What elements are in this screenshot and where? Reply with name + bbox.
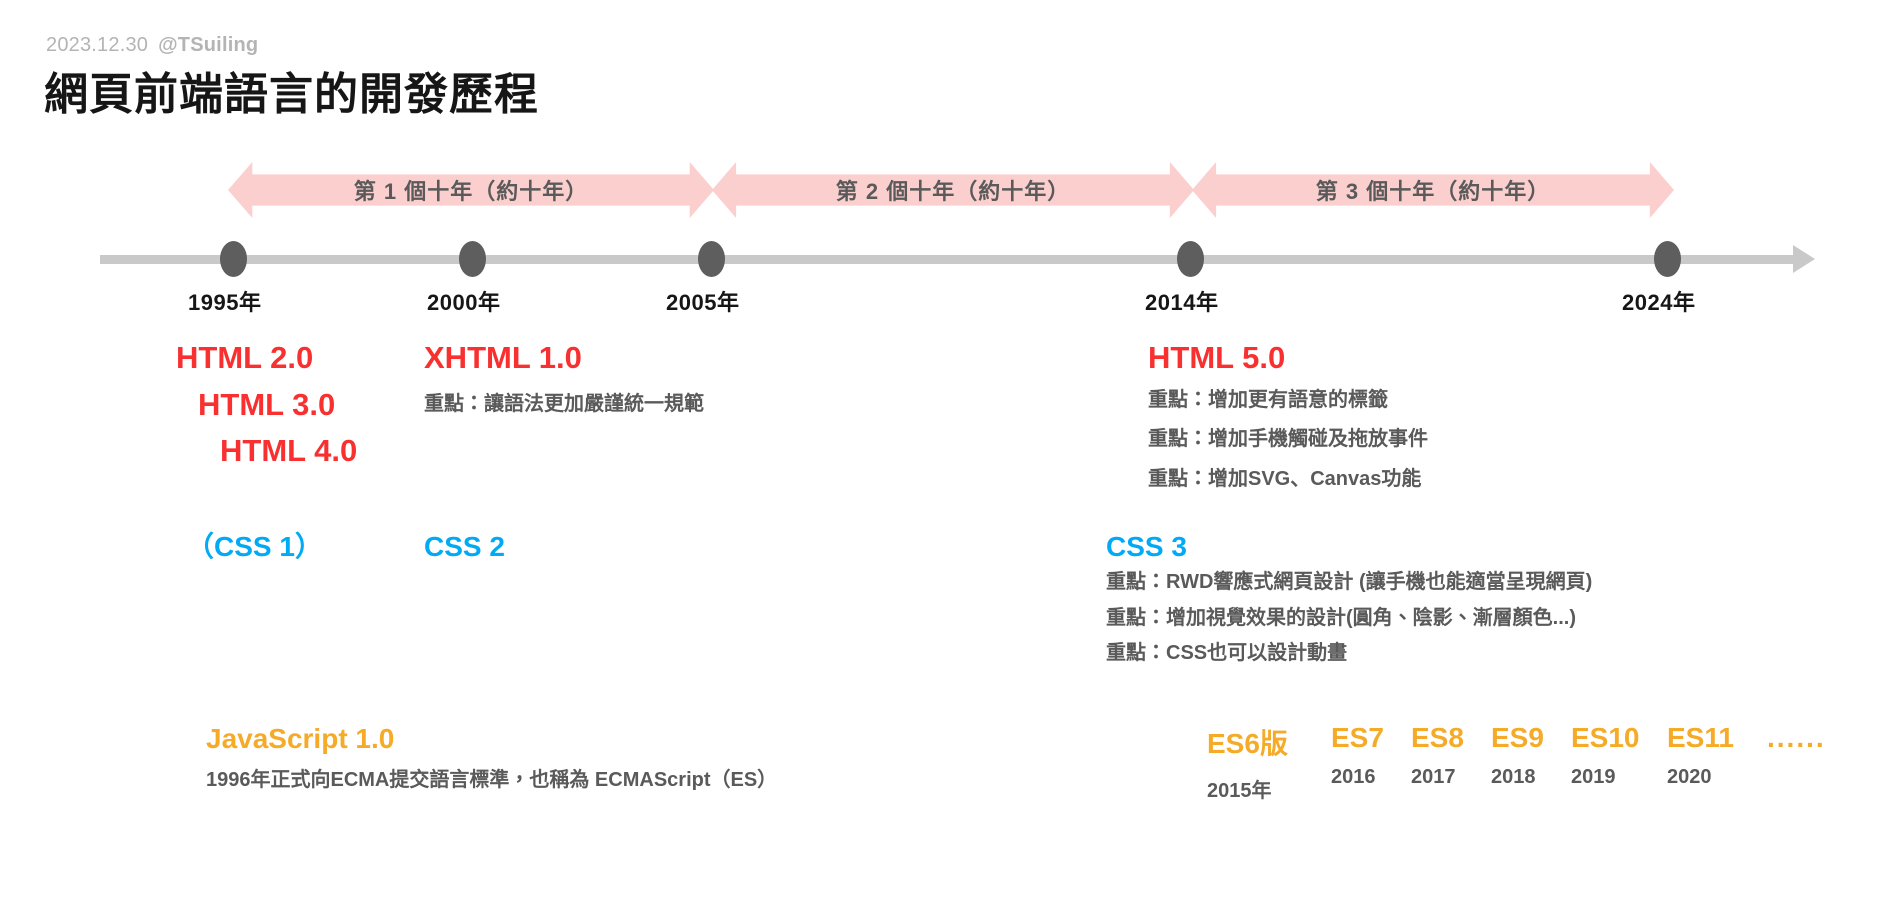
es-item-6: ES6版 2015年 xyxy=(1207,722,1331,803)
es-name-11: ES11 xyxy=(1667,722,1734,753)
entry-css3-2014: CSS 3 重點：RWD響應式網頁設計 (讓手機也能適當呈現網頁) 重點：增加視… xyxy=(1106,530,1592,670)
decade-band-2: 第 2 個十年（約十年） xyxy=(712,162,1194,218)
es-year-7: 2016 xyxy=(1331,766,1376,788)
html-version-4: HTML 4.0 xyxy=(220,433,358,469)
css3-note-2: 重點：增加視覺效果的設計(圓角、陰影、漸層顏色...) xyxy=(1106,606,1576,629)
entry-javascript-1995: JavaScript 1.0 1996年正式向ECMA提交語言標準，也稱為 EC… xyxy=(206,722,777,797)
timeline-dot-2024[interactable] xyxy=(1654,241,1681,277)
ecmascript-version-list: ES6版 2015年 ES7 2016 ES8 2017 ES9 2018 ES… xyxy=(1207,722,1826,803)
timeline-arrowhead-icon xyxy=(1793,245,1815,273)
javascript-title: JavaScript 1.0 xyxy=(206,723,395,754)
css3-note-3: 重點：CSS也可以設計動畫 xyxy=(1106,642,1348,665)
html5-title: HTML 5.0 xyxy=(1148,340,1286,375)
es-name-8: ES8 xyxy=(1411,722,1464,753)
entry-html5-2014: HTML 5.0 重點：增加更有語意的標籤 重點：增加手機觸碰及拖放事件 重點：… xyxy=(1148,340,1428,495)
timeline-year-1995: 1995年 xyxy=(188,290,262,315)
es-name-10: ES10 xyxy=(1571,722,1640,753)
es-item-8: ES8 2017 xyxy=(1411,722,1491,803)
html5-note-3: 重點：增加SVG、Canvas功能 xyxy=(1148,467,1422,490)
decade-band-3-label: 第 3 個十年（約十年） xyxy=(1315,179,1551,204)
decade-band-3: 第 3 個十年（約十年） xyxy=(1192,162,1674,218)
entry-html-1995: HTML 2.0 HTML 3.0 HTML 4.0 xyxy=(176,340,357,470)
es-name-6: ES6版 xyxy=(1207,728,1288,759)
es-item-more: ...... xyxy=(1767,722,1826,803)
decade-band-2-label: 第 2 個十年（約十年） xyxy=(835,179,1071,204)
css2-title: CSS 2 xyxy=(424,531,505,562)
byline: 2023.12.30 @TSuiling xyxy=(46,34,258,57)
html-version-3: HTML 3.0 xyxy=(198,386,336,422)
timeline-year-2024: 2024年 xyxy=(1622,290,1696,315)
byline-handle: @TSuiling xyxy=(158,34,259,56)
es-year-8: 2017 xyxy=(1411,766,1456,788)
es-item-10: ES10 2019 xyxy=(1571,722,1667,803)
javascript-note-1: 1996年正式向ECMA提交語言標準，也稱為 ECMAScript（ES） xyxy=(206,769,778,792)
timeline-year-2005: 2005年 xyxy=(666,290,740,315)
timeline-year-2014: 2014年 xyxy=(1145,290,1219,315)
timeline-axis xyxy=(100,255,1800,264)
decade-band-1-label: 第 1 個十年（約十年） xyxy=(353,179,589,204)
html5-note-2: 重點：增加手機觸碰及拖放事件 xyxy=(1148,428,1428,451)
css3-title: CSS 3 xyxy=(1106,531,1187,562)
timeline-dot-2000[interactable] xyxy=(459,241,486,277)
entry-css2-2000: CSS 2 xyxy=(424,530,505,563)
entry-css1-1995: （CSS 1） xyxy=(186,530,323,563)
es-name-7: ES7 xyxy=(1331,722,1384,753)
es-year-11: 2020 xyxy=(1667,766,1712,788)
decade-band-1: 第 1 個十年（約十年） xyxy=(228,162,714,218)
css1-title: （CSS 1） xyxy=(186,531,323,562)
xhtml-note-1: 重點：讓語法更加嚴謹統一規範 xyxy=(424,392,704,415)
timeline-dot-2005[interactable] xyxy=(698,241,725,277)
page-title: 網頁前端語言的開發歷程 xyxy=(44,70,539,119)
timeline-dot-1995[interactable] xyxy=(220,241,247,277)
es-item-11: ES11 2020 xyxy=(1667,722,1767,803)
timeline-year-2000: 2000年 xyxy=(427,290,501,315)
html-version-2: HTML 2.0 xyxy=(176,340,314,375)
byline-date: 2023.12.30 xyxy=(46,34,149,56)
es-year-6: 2015年 xyxy=(1207,780,1272,802)
es-year-10: 2019 xyxy=(1571,766,1616,788)
css3-note-1: 重點：RWD響應式網頁設計 (讓手機也能適當呈現網頁) xyxy=(1106,571,1593,594)
es-name-more: ...... xyxy=(1767,722,1826,753)
html5-note-1: 重點：增加更有語意的標籤 xyxy=(1148,388,1388,411)
xhtml-title: XHTML 1.0 xyxy=(424,340,582,375)
es-name-9: ES9 xyxy=(1491,722,1544,753)
es-item-7: ES7 2016 xyxy=(1331,722,1411,803)
es-year-9: 2018 xyxy=(1491,766,1536,788)
timeline-dot-2014[interactable] xyxy=(1177,241,1204,277)
es-item-9: ES9 2018 xyxy=(1491,722,1571,803)
entry-xhtml-2000: XHTML 1.0 重點：讓語法更加嚴謹統一規範 xyxy=(424,340,704,420)
